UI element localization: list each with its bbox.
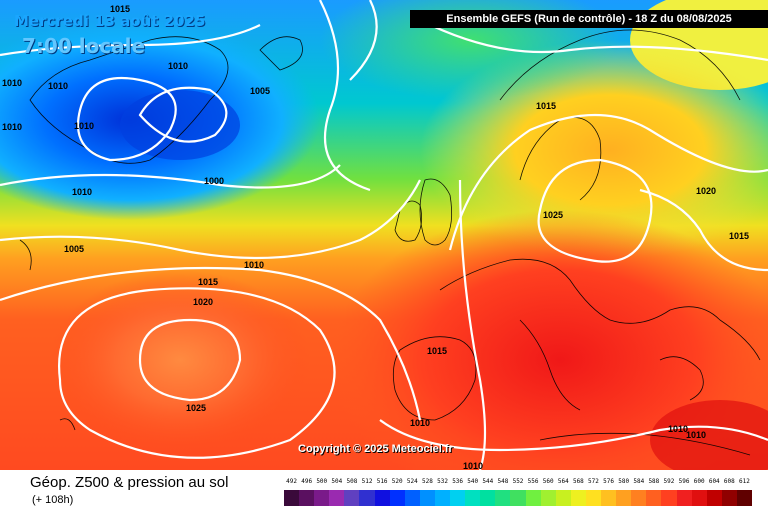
scale-swatch	[465, 490, 481, 506]
model-run-banner: Ensemble GEFS (Run de contrôle) - 18 Z d…	[410, 10, 768, 28]
coastlines	[19, 29, 761, 456]
scale-tick-label: 560	[542, 478, 554, 485]
scale-tick-label: 604	[708, 478, 720, 485]
scale-tick-label: 520	[391, 478, 403, 485]
scale-tick-label: 492	[286, 478, 297, 485]
isobar-label: 1010	[244, 260, 264, 270]
forecast-lead-time: (+ 108h)	[32, 494, 74, 506]
scale-swatch	[570, 490, 587, 506]
isobar-labels: 1015 1010 1010 1010 1010 1005 1010 1000 …	[2, 4, 749, 470]
isobar-label: 1005	[64, 244, 84, 254]
scale-tick-label: 500	[316, 478, 328, 485]
scale-tick-label: 568	[572, 478, 584, 485]
forecast-date: Mercredi 13 août 2025	[14, 12, 206, 30]
isobar-label: 1010	[72, 187, 92, 197]
scale-swatch	[404, 490, 421, 506]
isobar-label: 1020	[696, 186, 716, 196]
scale-tick-label: 608	[723, 478, 735, 485]
isobar-label: 1015	[729, 231, 749, 241]
scale-swatch	[555, 490, 572, 506]
scale-swatch	[419, 490, 436, 506]
isobar-label: 1015	[536, 101, 556, 111]
scale-swatch	[661, 490, 677, 506]
scale-tick-label: 544	[482, 478, 494, 485]
scale-swatch	[450, 490, 466, 506]
scale-swatch	[510, 490, 527, 506]
isobar-label: 1025	[186, 403, 206, 413]
scale-swatch	[646, 490, 662, 506]
scale-swatch	[314, 490, 330, 506]
scale-swatch	[540, 490, 557, 506]
isobar-label: 1010	[2, 78, 22, 88]
scale-swatch	[706, 490, 723, 506]
scale-tick-label: 516	[376, 478, 388, 485]
scale-tick-label: 580	[618, 478, 630, 485]
scale-tick-label: 548	[497, 478, 509, 485]
isobar-label: 1010	[74, 121, 94, 131]
scale-swatch	[691, 490, 708, 506]
scale-tick-label: 508	[346, 478, 358, 485]
scale-swatch	[329, 490, 345, 506]
map-title: Géop. Z500 & pression au sol	[30, 474, 229, 491]
isobar-label: 1010	[48, 81, 68, 91]
scale-swatch	[676, 490, 693, 506]
scale-swatch	[284, 490, 300, 506]
scale-tick-label: 536	[452, 478, 464, 485]
scale-swatch	[601, 490, 617, 506]
forecast-time: 7:00 locale	[22, 34, 146, 58]
scale-tick-label: 552	[512, 478, 524, 485]
isobar-lines	[0, 0, 768, 470]
forecast-map: 1015 1010 1010 1010 1010 1005 1010 1000 …	[0, 0, 768, 470]
isobar-label: 1010	[410, 418, 430, 428]
scale-tick-label: 572	[588, 478, 599, 485]
scale-swatch	[736, 490, 753, 506]
isobar-label: 1000	[204, 176, 224, 186]
isobar-label: 1010	[686, 430, 706, 440]
legend-footer: Géop. Z500 & pression au sol (+ 108h) 49…	[0, 470, 768, 512]
scale-tick-label: 592	[663, 478, 675, 485]
scale-tick-label: 564	[557, 478, 569, 485]
isobar-label: 1015	[198, 277, 218, 287]
isobar-label: 1015	[427, 346, 447, 356]
scale-swatch	[480, 490, 496, 506]
scale-tick-label: 504	[331, 478, 343, 485]
scale-tick-label: 588	[648, 478, 660, 485]
isobar-label: 1015	[110, 4, 130, 14]
scale-swatch	[299, 490, 315, 506]
scale-tick-label: 496	[301, 478, 313, 485]
isobar-label: 1010	[463, 461, 483, 470]
scale-swatch	[344, 490, 360, 506]
scale-tick-label: 532	[437, 478, 448, 485]
scale-tick-label: 584	[633, 478, 645, 485]
isobar-label: 1010	[168, 61, 188, 71]
scale-tick-label: 612	[739, 478, 750, 485]
scale-tick-label: 540	[467, 478, 479, 485]
isobar-label: 1020	[193, 297, 213, 307]
copyright-notice: Copyright © 2025 Meteociel.fr	[298, 443, 453, 455]
scale-tick-label: 600	[693, 478, 705, 485]
scale-swatch	[616, 490, 632, 506]
scale-tick-label: 576	[603, 478, 614, 485]
scale-swatch	[631, 490, 647, 506]
scale-swatch	[585, 490, 602, 506]
scale-swatch	[721, 490, 738, 506]
scale-tick-label: 524	[406, 478, 418, 485]
scale-swatch	[389, 490, 406, 506]
scale-swatch	[434, 490, 451, 506]
isobar-label: 1005	[250, 86, 270, 96]
color-scale: 492 496 500 504 508 512 516 520 524 528 532 536 540 5…	[284, 478, 753, 512]
isobar-label: 1010	[2, 122, 22, 132]
scale-swatch	[359, 490, 376, 506]
scale-tick-label: 512	[361, 478, 373, 485]
scale-tick-label: 528	[421, 478, 433, 485]
scale-swatch	[495, 490, 511, 506]
scale-swatch	[374, 490, 391, 506]
scale-tick-label: 596	[678, 478, 690, 485]
scale-swatch	[525, 490, 542, 506]
isobar-label: 1010	[668, 424, 688, 434]
scale-tick-label: 556	[527, 478, 539, 485]
isobar-label: 1025	[543, 210, 563, 220]
